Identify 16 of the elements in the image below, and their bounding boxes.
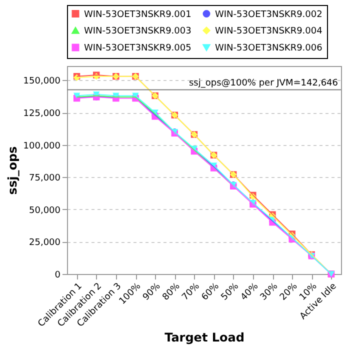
y-tick-label: 125,000 (23, 109, 61, 120)
y-tick-label: 50,000 (29, 206, 61, 216)
x-axis-title: Target Load (164, 330, 244, 345)
legend-label: WIN-53OET3NSKR9.006 (215, 44, 323, 54)
legend-label: WIN-53OET3NSKR9.002 (215, 10, 322, 20)
legend-label: WIN-53OET3NSKR9.001 (84, 10, 192, 20)
legend-label: WIN-53OET3NSKR9.005 (84, 44, 192, 54)
y-tick-label: 150,000 (23, 76, 61, 87)
legend-label: WIN-53OET3NSKR9.003 (84, 26, 192, 36)
legend-label: WIN-53OET3NSKR9.004 (215, 26, 323, 36)
ref-line-label: ssj_ops@100% per JVM=142,646 (188, 78, 338, 89)
y-tick-label: 75,000 (29, 174, 61, 184)
y-axis-title: ssj_ops (5, 146, 20, 195)
y-tick-label: 25,000 (29, 238, 61, 248)
y-tick-label: 100,000 (23, 141, 61, 152)
y-tick-label: 0 (54, 270, 61, 280)
